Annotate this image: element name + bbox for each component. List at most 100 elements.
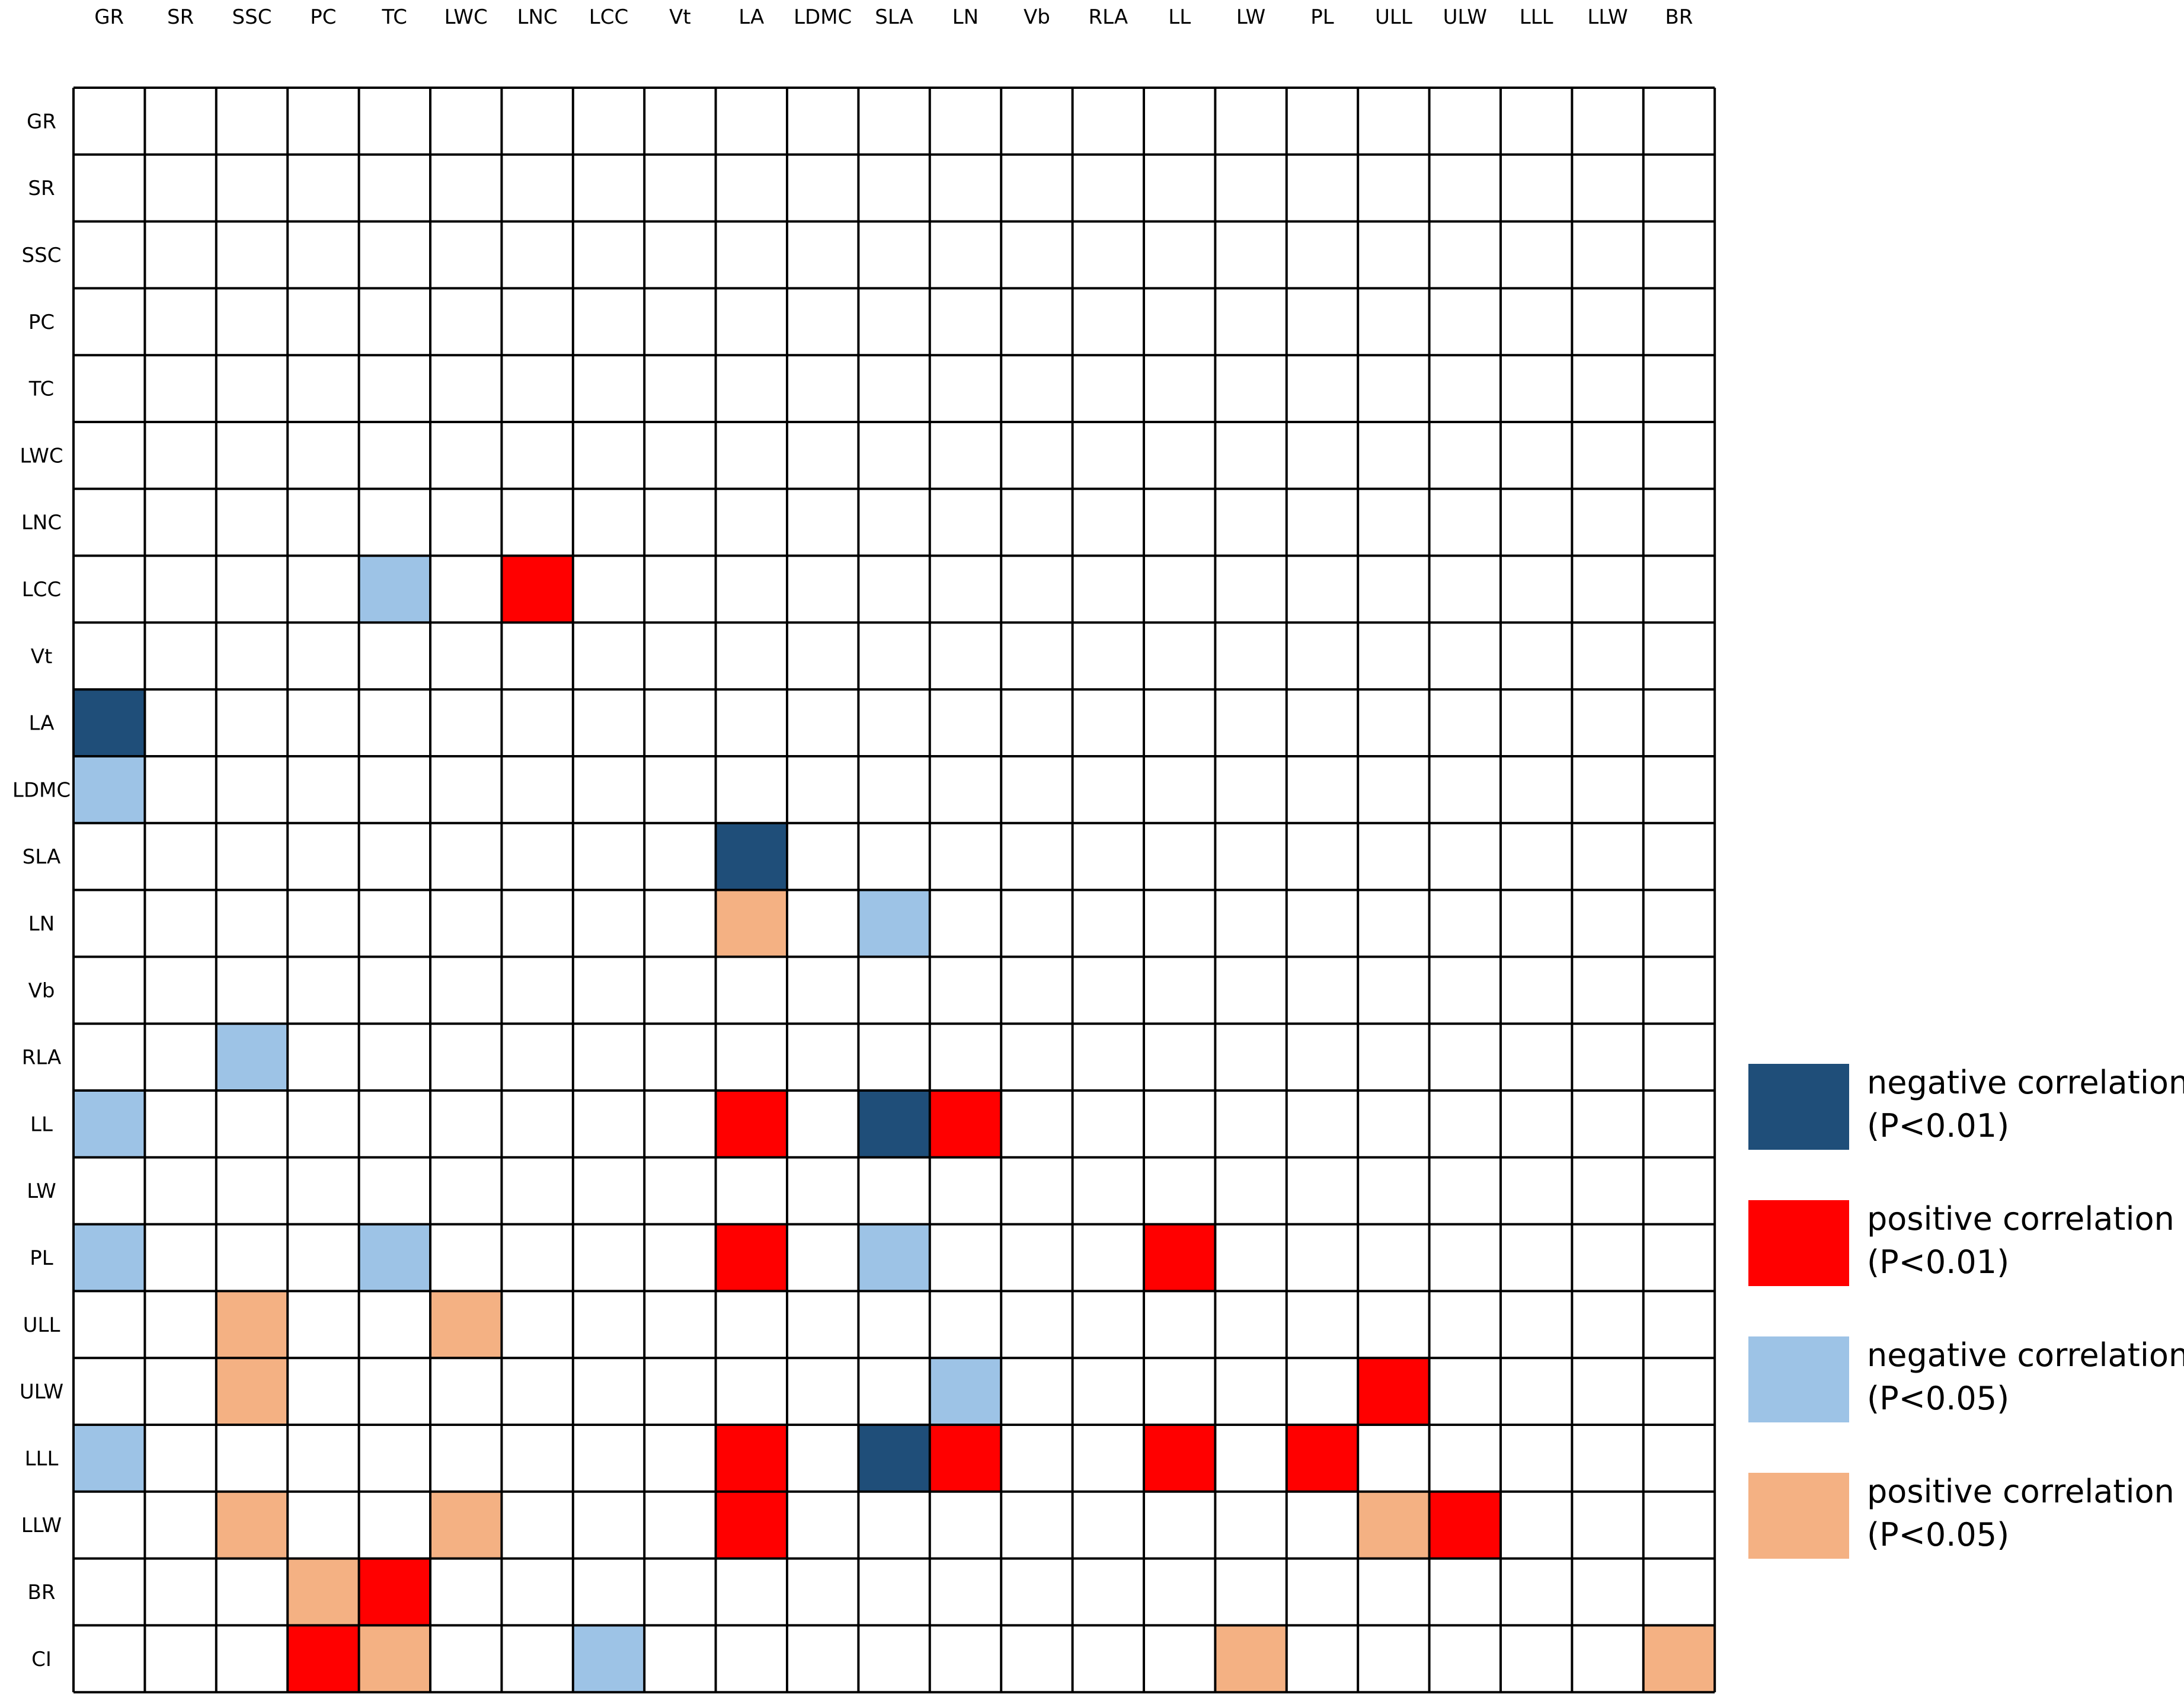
heatmap-cell-ll-gr — [73, 1091, 145, 1157]
x-tick-label: LW — [1236, 5, 1265, 29]
heatmap-cell-rla-ssc — [216, 1024, 288, 1091]
x-tick-label: LA — [738, 5, 764, 29]
heatmap-cell-llw-ulw — [1429, 1491, 1501, 1559]
x-tick-label: LDMC — [794, 5, 852, 29]
heatmap-cell-ll-la — [715, 1091, 787, 1157]
heatmap-cell-ci-pc — [287, 1625, 359, 1693]
x-tick-label: SR — [167, 5, 194, 29]
y-tick-label: LDMC — [12, 778, 71, 802]
y-tick-label: LCC — [22, 578, 61, 602]
heatmap-cell-llw-ull — [1358, 1491, 1430, 1559]
y-tick-label: PC — [28, 311, 55, 334]
x-tick-label: LCC — [589, 5, 628, 29]
legend-swatch-pos05 — [1748, 1473, 1849, 1559]
x-tick-label: LL — [1168, 5, 1191, 29]
heatmap-cell-pl-la — [715, 1224, 787, 1291]
x-tick-label: LWC — [445, 5, 488, 29]
heatmap-cell-lcc-lnc — [501, 555, 573, 623]
heatmap-cell-ll-ln — [929, 1091, 1002, 1157]
legend-label-neg01: negative correlation — [1867, 1064, 2184, 1101]
heatmap-cell-llw-la — [715, 1491, 787, 1559]
y-tick-labels: GR SR SSC PC TC LWC LNC LCC Vt LA LDMC SLA LN Vb RLA LL… — [12, 110, 71, 1671]
heatmap-cell-ulw-ull — [1358, 1358, 1430, 1425]
y-tick-label: LLW — [21, 1514, 62, 1537]
y-tick-label: LA — [29, 712, 55, 736]
heatmap-cell-lcc-tc — [359, 555, 430, 623]
x-tick-label: ULW — [1443, 5, 1487, 29]
heatmap-cell-ln-la — [715, 890, 787, 957]
legend-pvalue-pos05: (P<0.05) — [1867, 1516, 2009, 1553]
heatmap-cell-br-tc — [359, 1558, 430, 1626]
y-tick-label: Vb — [28, 979, 55, 1003]
x-tick-label: Vb — [1024, 5, 1050, 29]
heatmap-cell-pl-gr — [73, 1224, 145, 1291]
x-tick-label: LLW — [1587, 5, 1627, 29]
x-tick-label: ULL — [1375, 5, 1412, 29]
heatmap-cell-lll-sla — [858, 1425, 930, 1492]
x-tick-label: GR — [94, 5, 124, 29]
heatmap-cell-ldmc-gr — [73, 756, 145, 823]
y-tick-label: SR — [28, 177, 55, 200]
x-tick-labels: GR SR SSC PC TC LWC LNC LCC Vt LA LDMC SLA LN Vb RLA LL… — [94, 5, 1693, 29]
y-tick-label: GR — [27, 110, 56, 133]
y-tick-label: LL — [30, 1112, 53, 1136]
y-tick-label: LNC — [21, 511, 62, 535]
y-tick-label: Vt — [31, 645, 53, 669]
y-tick-label: LWC — [20, 444, 63, 468]
y-tick-label: ULW — [20, 1380, 63, 1404]
y-tick-label: CI — [31, 1648, 52, 1671]
heatmap-cell-llw-ssc — [216, 1491, 288, 1559]
x-tick-label: PC — [310, 5, 336, 29]
heatmap-cell-llw-lwc — [430, 1491, 502, 1559]
heatmap-cell-pl-sla — [858, 1224, 930, 1291]
x-tick-label: SLA — [875, 5, 913, 29]
heatmap-cell-ci-lcc — [573, 1625, 645, 1693]
legend-label-pos01: positive correlation — [1867, 1200, 2175, 1237]
heatmap-cell-ull-lwc — [430, 1291, 502, 1358]
x-tick-label: LN — [952, 5, 979, 29]
heatmap-cell-pl-tc — [359, 1224, 430, 1291]
legend-label-pos05: positive correlation — [1867, 1473, 2175, 1510]
x-tick-label: SSC — [232, 5, 272, 29]
legend-swatch-pos01 — [1748, 1200, 1849, 1286]
heatmap-cell-lll-ln — [929, 1425, 1002, 1492]
x-tick-label: RLA — [1088, 5, 1128, 29]
y-tick-label: BR — [28, 1581, 56, 1604]
x-tick-label: PL — [1310, 5, 1334, 29]
heatmap-cell-pl-ll — [1144, 1224, 1216, 1291]
heatmap-cell-ci-br — [1643, 1625, 1715, 1693]
heatmap-cell-ci-tc — [359, 1625, 430, 1693]
heatmap-cell-lll-ll — [1144, 1425, 1216, 1492]
legend-swatch-neg01 — [1748, 1064, 1849, 1150]
y-tick-label: RLA — [22, 1046, 62, 1070]
legend-swatch-neg05 — [1748, 1336, 1849, 1422]
y-tick-label: SSC — [22, 244, 62, 267]
x-tick-label: LNC — [517, 5, 558, 29]
legend: negative correlation (P<0.01) positive cor… — [1748, 1064, 2184, 1559]
y-tick-label: LN — [28, 912, 55, 936]
heatmap-cell-ll-sla — [858, 1091, 930, 1157]
heatmap-cell-ulw-ln — [929, 1358, 1002, 1425]
heatmap-cell-sla-la — [715, 823, 787, 890]
heatmap-cell-lll-pl — [1286, 1425, 1358, 1492]
y-tick-label: LLL — [25, 1447, 59, 1470]
heatmap-cell-ci-lw — [1215, 1625, 1287, 1693]
heatmap-cells — [73, 555, 1715, 1693]
y-tick-label: TC — [28, 378, 55, 401]
x-tick-label: BR — [1665, 5, 1693, 29]
x-tick-label: LLL — [1520, 5, 1553, 29]
y-tick-label: SLA — [23, 845, 61, 869]
heatmap-cell-br-pc — [287, 1558, 359, 1626]
legend-label-neg05: negative correlation — [1867, 1336, 2184, 1374]
y-tick-label: ULL — [23, 1313, 60, 1337]
heatmap-cell-ln-sla — [858, 890, 930, 957]
y-tick-label: LW — [27, 1179, 56, 1203]
legend-pvalue-neg01: (P<0.01) — [1867, 1107, 2009, 1144]
heatmap-cell-la-gr — [73, 689, 145, 756]
heatmap-cell-ull-ssc — [216, 1291, 288, 1358]
legend-pvalue-neg05: (P<0.05) — [1867, 1380, 2009, 1417]
x-tick-label: TC — [382, 5, 408, 29]
heatmap-grid — [72, 87, 1716, 1694]
heatmap-cell-lll-gr — [73, 1425, 145, 1492]
